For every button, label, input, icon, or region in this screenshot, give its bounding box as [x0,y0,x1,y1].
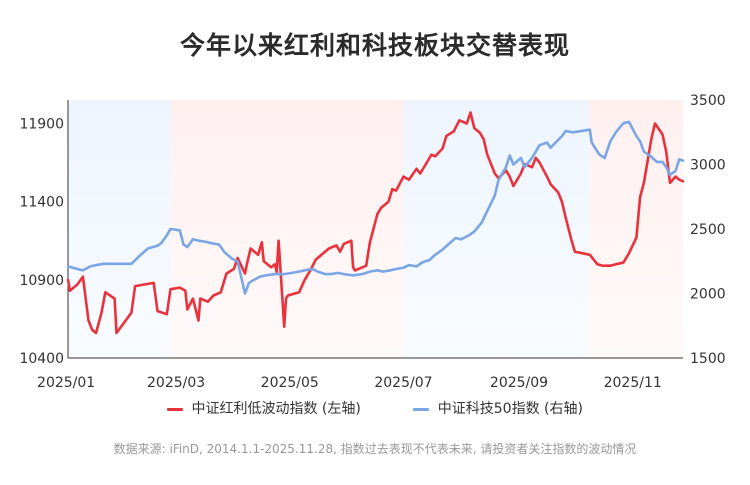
x-tick-label: 2025/07 [374,375,432,391]
legend-swatch-red [167,407,184,411]
shaded-region [403,100,590,358]
y-left-tick-label: 11400 [19,195,64,211]
series-lines [66,111,685,335]
legend-item-red: 中证红利低波动指数 (左轴) [167,398,361,418]
y-left-tick-label: 11900 [19,116,64,132]
series-line-red [66,111,685,335]
x-tick-label: 2025/09 [490,375,548,391]
shaded-region [68,100,171,358]
legend-label-red: 中证红利低波动指数 (左轴) [191,401,361,417]
y-left-tick-label: 10900 [19,273,64,289]
footnote: 数据来源: iFinD, 2014.1.1-2025.11.28, 指数过去表现… [113,442,637,456]
chart-title: 今年以来红利和科技板块交替表现 [179,31,570,60]
y-right-tick-label: 2000 [690,287,726,303]
legend-item-blue: 中证科技50指数 (右轴) [413,398,583,418]
legend-swatch-blue [413,407,430,411]
y-left-tick-label: 10400 [19,351,64,367]
y-right-tick-label: 2500 [690,222,726,238]
y-right-tick-label: 3000 [690,158,726,174]
x-tick-label: 2025/05 [261,375,319,391]
series-line-blue [66,120,685,295]
y-right-tick-label: 3500 [690,93,726,109]
legend: 中证红利低波动指数 (左轴) 中证科技50指数 (右轴) [0,398,750,418]
x-tick-label: 2025/03 [147,375,205,391]
x-tick-label: 2025/01 [37,375,95,391]
tick-labels: 10400 10900 11400 11900 1500 2000 2500 3000 3500… [19,93,725,391]
axes [67,100,683,359]
legend-label-blue: 中证科技50指数 (右轴) [437,401,583,417]
y-right-tick-label: 1500 [690,351,726,367]
shaded-region [170,100,404,358]
x-tick-label: 2025/11 [604,375,662,391]
